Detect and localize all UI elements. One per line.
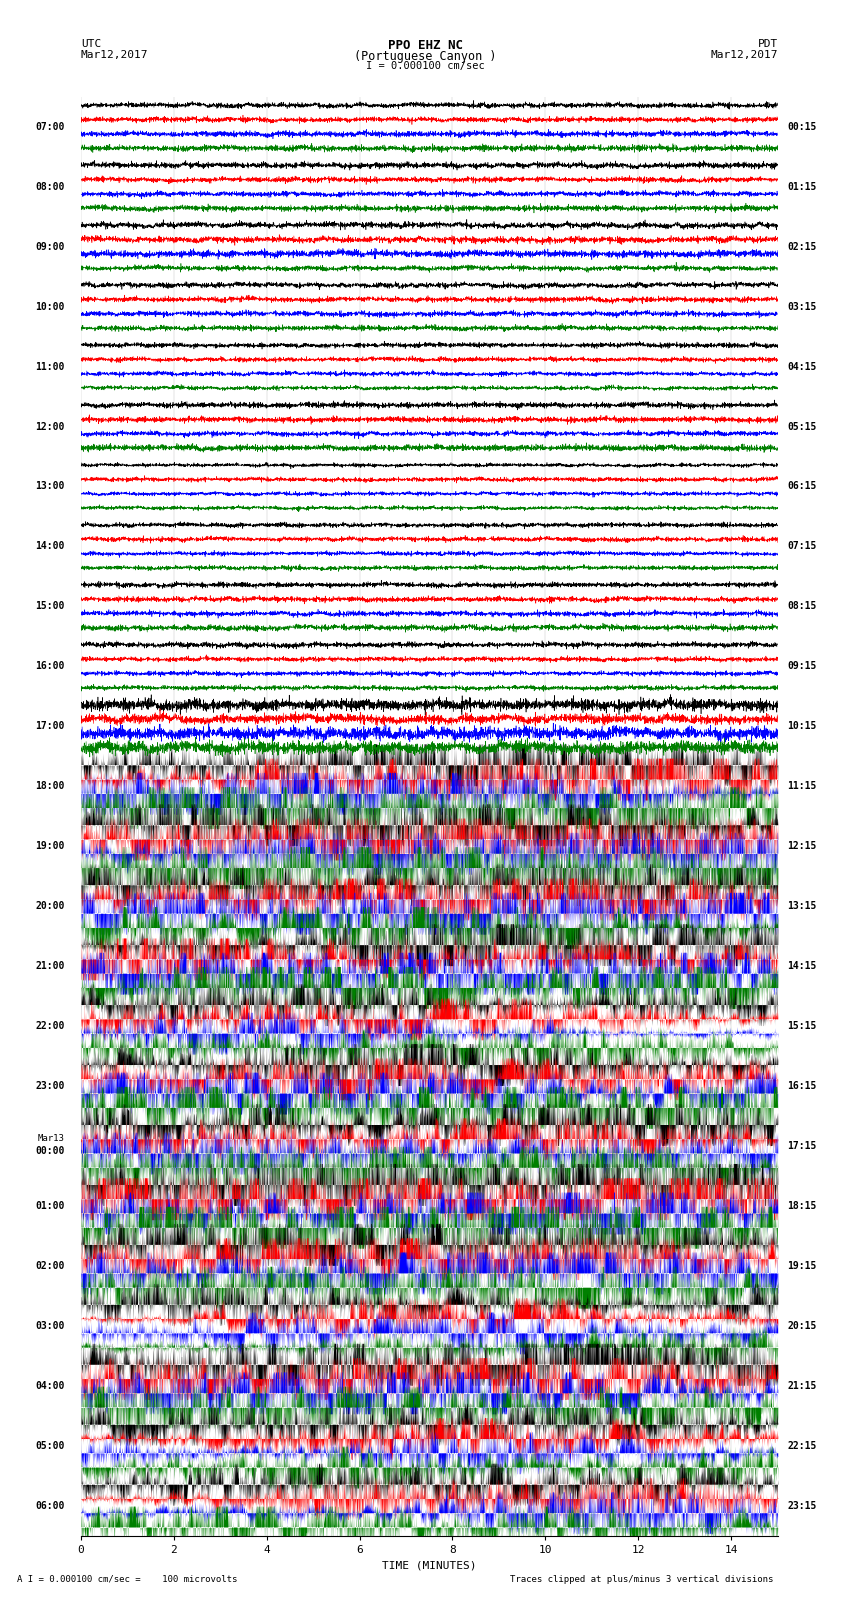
Text: 15:00: 15:00 <box>35 602 65 611</box>
Text: PPO EHZ NC: PPO EHZ NC <box>388 39 462 52</box>
Text: 03:15: 03:15 <box>787 302 816 311</box>
Text: Mar12,2017: Mar12,2017 <box>81 50 148 60</box>
Text: 22:00: 22:00 <box>35 1021 65 1031</box>
Text: Mar13: Mar13 <box>37 1134 65 1144</box>
Text: 08:15: 08:15 <box>787 602 816 611</box>
Text: 06:15: 06:15 <box>787 481 816 492</box>
Text: 19:00: 19:00 <box>35 840 65 852</box>
Text: 13:15: 13:15 <box>787 902 816 911</box>
Text: 17:15: 17:15 <box>787 1140 816 1152</box>
Text: 11:15: 11:15 <box>787 781 816 792</box>
Text: Mar12,2017: Mar12,2017 <box>711 50 778 60</box>
Text: 18:00: 18:00 <box>35 781 65 792</box>
Text: 23:00: 23:00 <box>35 1081 65 1090</box>
Text: 12:15: 12:15 <box>787 840 816 852</box>
Text: 05:00: 05:00 <box>35 1440 65 1450</box>
Text: 11:00: 11:00 <box>35 361 65 371</box>
Text: 19:15: 19:15 <box>787 1261 816 1271</box>
Text: 00:00: 00:00 <box>35 1145 65 1155</box>
Text: 17:00: 17:00 <box>35 721 65 731</box>
Text: 10:00: 10:00 <box>35 302 65 311</box>
Text: 02:00: 02:00 <box>35 1261 65 1271</box>
Text: 21:00: 21:00 <box>35 961 65 971</box>
Text: 21:15: 21:15 <box>787 1381 816 1390</box>
Text: 01:00: 01:00 <box>35 1200 65 1211</box>
Text: 08:00: 08:00 <box>35 182 65 192</box>
Text: 04:15: 04:15 <box>787 361 816 371</box>
Text: UTC: UTC <box>81 39 101 48</box>
Text: 15:15: 15:15 <box>787 1021 816 1031</box>
Text: PDT: PDT <box>757 39 778 48</box>
Text: 01:15: 01:15 <box>787 182 816 192</box>
Text: 16:00: 16:00 <box>35 661 65 671</box>
Text: 13:00: 13:00 <box>35 481 65 492</box>
Text: 14:00: 14:00 <box>35 542 65 552</box>
Text: 09:00: 09:00 <box>35 242 65 252</box>
Text: 09:15: 09:15 <box>787 661 816 671</box>
Text: 18:15: 18:15 <box>787 1200 816 1211</box>
Text: 00:15: 00:15 <box>787 121 816 132</box>
Text: 12:00: 12:00 <box>35 421 65 432</box>
Text: 03:00: 03:00 <box>35 1321 65 1331</box>
Text: 22:15: 22:15 <box>787 1440 816 1450</box>
Text: A I = 0.000100 cm/sec =    100 microvolts: A I = 0.000100 cm/sec = 100 microvolts <box>17 1574 237 1584</box>
Text: 23:15: 23:15 <box>787 1500 816 1511</box>
Text: I = 0.000100 cm/sec: I = 0.000100 cm/sec <box>366 61 484 71</box>
Text: 20:15: 20:15 <box>787 1321 816 1331</box>
Text: 02:15: 02:15 <box>787 242 816 252</box>
Text: 05:15: 05:15 <box>787 421 816 432</box>
Text: 14:15: 14:15 <box>787 961 816 971</box>
Text: Traces clipped at plus/minus 3 vertical divisions: Traces clipped at plus/minus 3 vertical … <box>510 1574 774 1584</box>
Text: 06:00: 06:00 <box>35 1500 65 1511</box>
Text: 04:00: 04:00 <box>35 1381 65 1390</box>
Text: 16:15: 16:15 <box>787 1081 816 1090</box>
Text: (Portuguese Canyon ): (Portuguese Canyon ) <box>354 50 496 63</box>
Text: 10:15: 10:15 <box>787 721 816 731</box>
Text: 07:15: 07:15 <box>787 542 816 552</box>
Text: 07:00: 07:00 <box>35 121 65 132</box>
Text: 20:00: 20:00 <box>35 902 65 911</box>
X-axis label: TIME (MINUTES): TIME (MINUTES) <box>382 1560 477 1569</box>
